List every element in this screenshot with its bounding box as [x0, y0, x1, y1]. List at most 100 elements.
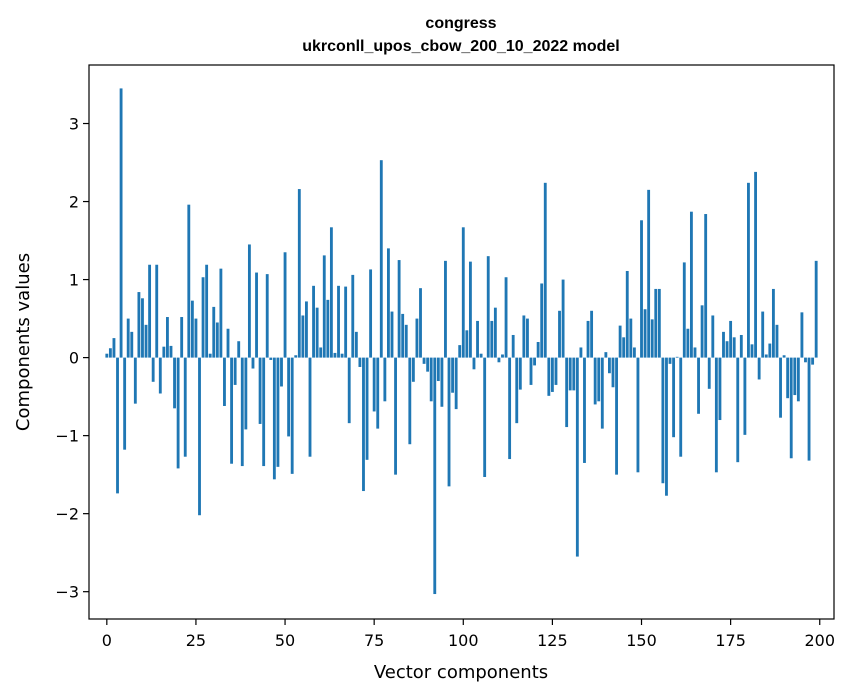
x-tick-label: 50: [275, 631, 295, 650]
bar: [625, 270, 629, 358]
bar: [583, 357, 586, 463]
bar: [461, 227, 465, 358]
bar: [714, 357, 718, 473]
bar: [376, 357, 380, 429]
bar: [258, 357, 262, 424]
x-tick-label: 175: [715, 631, 746, 650]
bar: [176, 357, 180, 469]
bar: [151, 357, 155, 382]
bar: [590, 310, 594, 358]
bar: [575, 357, 579, 557]
bar: [747, 182, 750, 358]
bar: [379, 160, 383, 358]
bar: [615, 357, 618, 475]
bar: [169, 345, 173, 358]
bar: [219, 268, 223, 358]
plot-frame: [88, 64, 835, 620]
bar: [294, 355, 298, 358]
x-tick-label: 200: [804, 631, 835, 650]
chart-subtitle: ukrconll_upos_cbow_200_10_2022 model: [302, 38, 619, 55]
bar: [105, 353, 109, 358]
bar: [547, 357, 551, 396]
bar: [244, 357, 248, 430]
bar: [308, 357, 312, 457]
bar: [283, 252, 287, 358]
bar: [290, 357, 294, 474]
bar: [351, 274, 355, 358]
bar: [600, 357, 604, 429]
x-tick-label: 75: [364, 631, 384, 650]
bar: [401, 313, 405, 358]
bar: [739, 334, 743, 358]
bar: [654, 288, 658, 358]
bar: [205, 264, 209, 358]
bar: [497, 357, 501, 363]
bar: [558, 310, 561, 358]
bar: [550, 357, 554, 392]
bar: [269, 357, 273, 360]
bar: [543, 182, 547, 358]
bar: [436, 357, 440, 382]
bar: [586, 320, 590, 358]
bar: [447, 357, 451, 487]
bar: [718, 357, 722, 421]
bar: [629, 318, 633, 358]
bar: [750, 344, 754, 358]
bar: [119, 88, 123, 358]
y-axis-ticks: −3 −2 −1 0 1 2 3: [55, 115, 89, 602]
bar: [814, 260, 818, 358]
bar: [800, 312, 804, 358]
bar: [394, 357, 397, 475]
bar: [408, 357, 412, 445]
bar: [754, 171, 757, 358]
bar: [757, 357, 761, 380]
bar: [112, 338, 116, 358]
bar: [141, 298, 144, 358]
bar: [793, 357, 797, 396]
bar: [608, 357, 611, 374]
bar: [358, 357, 362, 367]
bar: [540, 283, 544, 358]
bar: [618, 325, 622, 358]
bar: [650, 319, 654, 358]
bar: [280, 357, 283, 387]
x-tick-label: 0: [102, 631, 112, 650]
bar: [187, 204, 191, 358]
bar: [223, 357, 226, 406]
bar: [668, 357, 672, 364]
bar: [180, 317, 184, 358]
x-tick-label: 25: [186, 631, 206, 650]
bar: [155, 264, 159, 358]
bar: [722, 331, 725, 358]
bar: [775, 324, 779, 358]
bar: [390, 311, 394, 358]
bar: [108, 348, 112, 358]
bar: [419, 288, 422, 358]
bar: [504, 277, 508, 358]
bar: [255, 272, 258, 358]
bar: [116, 357, 119, 494]
bar: [572, 357, 576, 391]
bar: [732, 337, 736, 358]
bar: [786, 357, 790, 399]
bar: [440, 357, 444, 407]
bar: [636, 357, 640, 473]
bar: [322, 255, 326, 358]
bar: [643, 309, 647, 358]
bar: [451, 357, 455, 393]
bar: [522, 315, 526, 358]
bar: [404, 324, 408, 358]
bar: [782, 355, 786, 358]
bar: [789, 357, 793, 459]
bar: [240, 357, 244, 467]
bar: [597, 357, 601, 402]
bar: [568, 357, 572, 391]
bar: [133, 357, 137, 404]
bar: [312, 285, 315, 358]
bar: [315, 307, 319, 358]
bar: [137, 292, 141, 358]
bar: [632, 347, 636, 358]
bar: [764, 354, 768, 358]
bar: [704, 214, 708, 358]
y-tick-label: −2: [55, 505, 79, 524]
